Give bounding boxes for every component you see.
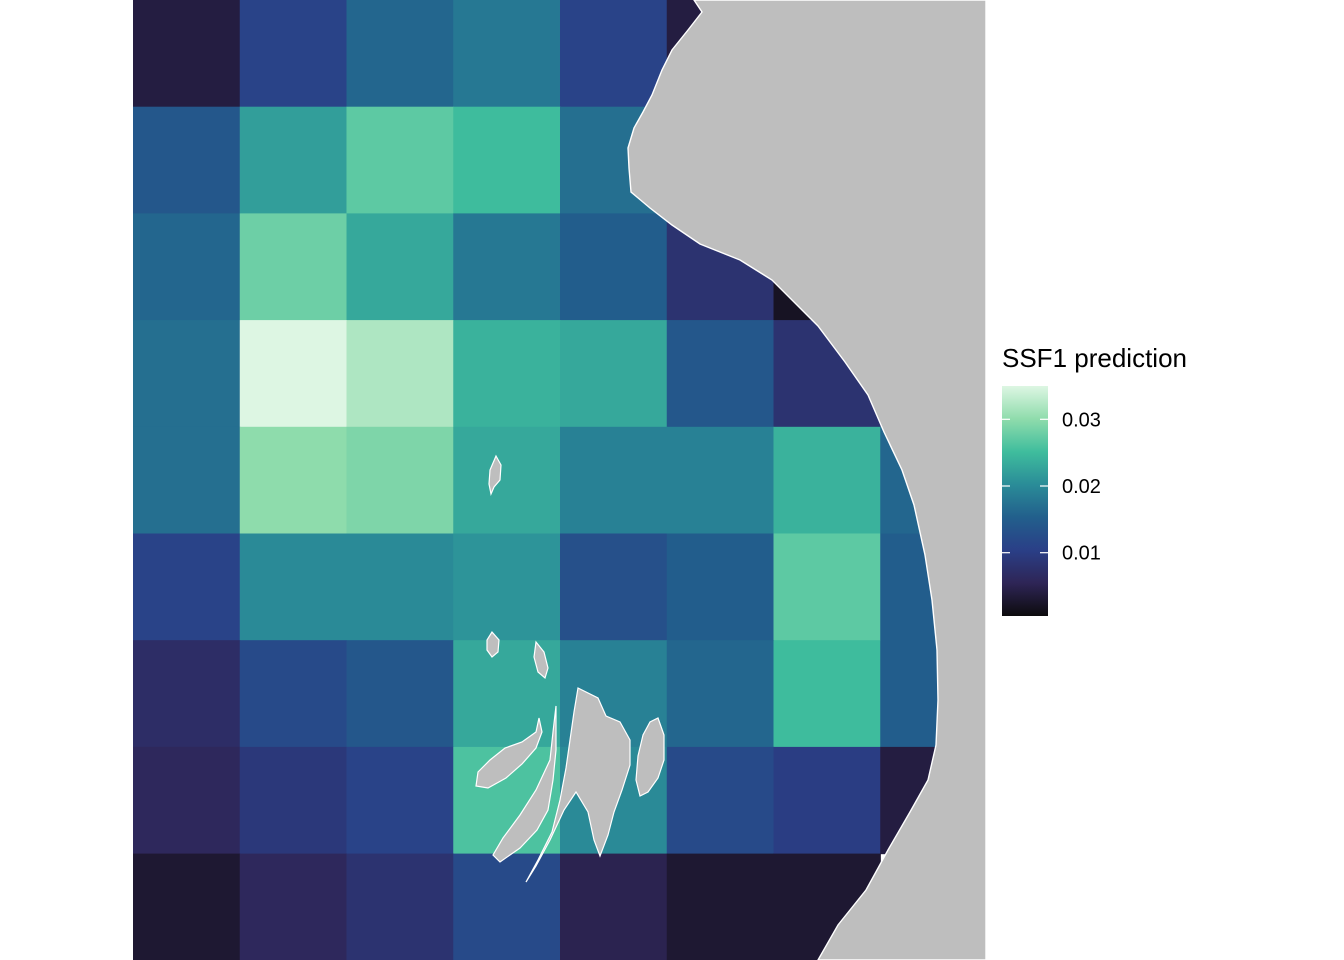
heatmap-cell [453,426,561,535]
heatmap-cell [346,533,454,641]
heatmap-cell [346,106,454,214]
legend: SSF1 prediction 0.01 0.02 0.03 [1002,343,1187,616]
legend-ticks: 0.01 0.02 0.03 [1002,409,1101,565]
land-island [533,640,549,680]
heatmap-cell [239,0,348,108]
heatmap-cell [346,0,454,108]
heatmap-cell [453,0,561,108]
heatmap-cell [239,320,348,428]
land-island [488,454,502,497]
heatmap-cell [773,426,881,535]
heatmap-cell [453,533,561,641]
legend-tick-label: 0.02 [1062,476,1101,498]
heatmap-cell [133,0,241,108]
heatmap-cell [453,213,561,321]
heatmap-cell [133,640,241,748]
map-panel [133,0,986,960]
heatmap-cell [133,426,241,535]
heatmap-cell [666,533,775,641]
heatmap-cell [666,746,775,855]
land-island [486,630,500,658]
heatmap-cell [666,640,775,748]
heatmap-cell [239,533,348,641]
heatmap-cell [773,640,881,748]
legend-tick-label: 0.03 [1062,409,1101,431]
heatmap-cell [346,640,454,748]
heatmap-cell [453,320,561,428]
heatmap-cell [133,746,241,855]
land-mainland [627,0,986,960]
heatmap-cell [773,533,881,641]
heatmap-cell [239,426,348,535]
heatmap-cell [773,746,881,855]
heatmap-cell [666,853,775,960]
heatmap-cell [453,853,561,960]
heatmap-cell [133,106,241,214]
legend-title: SSF1 prediction [1002,343,1187,373]
heatmap-cell [453,106,561,214]
heatmap-cell [560,426,668,535]
heatmap-cell [239,640,348,748]
heatmap-cell [133,320,241,428]
heatmap-cell [346,426,454,535]
land-island [525,687,631,883]
heatmap-cell [239,213,348,321]
heatmap-cell [239,106,348,214]
heatmap-cell [239,746,348,855]
heatmap-cell [346,746,454,855]
heatmap-cell [560,320,668,428]
heatmap-cell [560,533,668,641]
heatmap-cell [133,213,241,321]
heatmap-cell [560,853,668,960]
heatmap-cell [133,533,241,641]
legend-tick-label: 0.01 [1062,543,1101,565]
heatmap-cell [666,320,775,428]
heatmap-cell [346,320,454,428]
heatmap-cell [239,853,348,960]
heatmap-cell [346,853,454,960]
heatmap-cell [666,426,775,535]
heatmap-cell [346,213,454,321]
heatmap-cell [133,853,241,960]
heatmap-cell [560,213,668,321]
land-island [492,705,557,863]
land-island [635,717,665,797]
heatmap-cell [560,0,668,108]
land-island [475,717,543,789]
legend-colorbar [1002,386,1048,616]
